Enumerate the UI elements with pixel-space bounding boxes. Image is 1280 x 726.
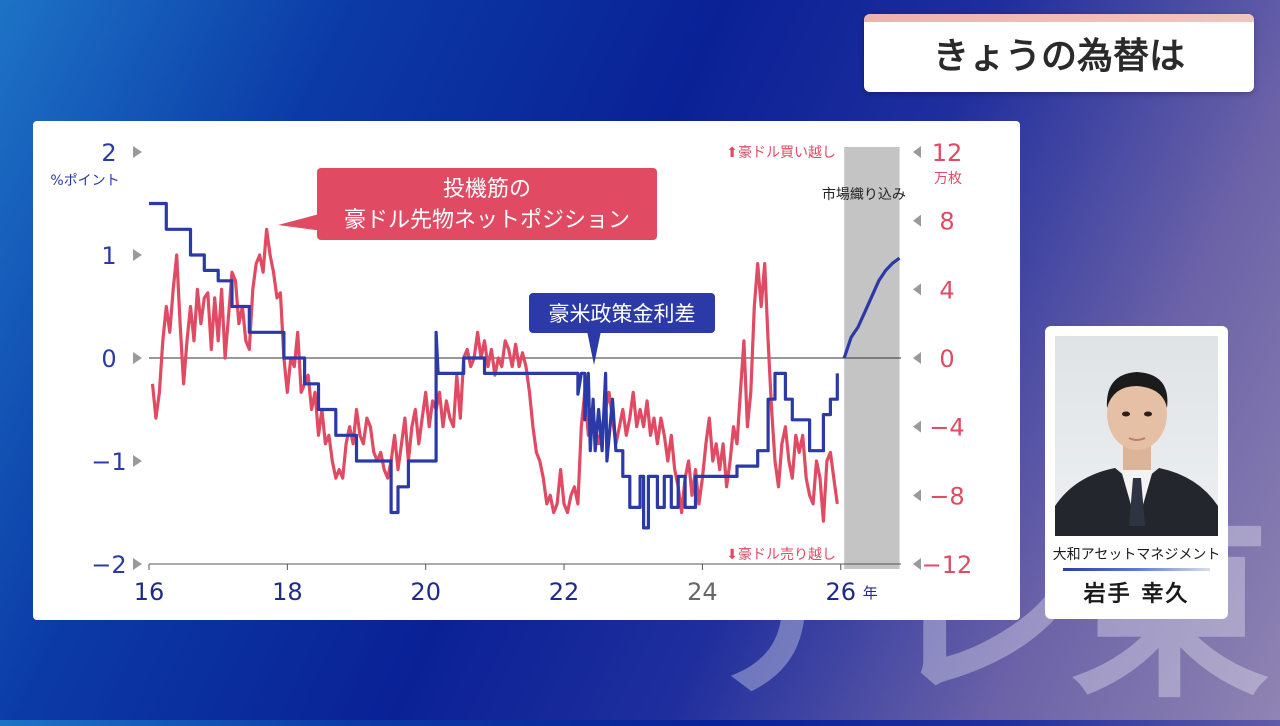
- right-tick-arrow-icon: [913, 558, 921, 570]
- right-tick-label: −4: [929, 414, 964, 442]
- program-title: きょうの為替は: [932, 36, 1185, 77]
- x-tick-label: 26: [825, 578, 856, 606]
- chart-panel: 市場織り込み ⬆豪ドル買い越し ⬇豪ドル売り越し %ポイント 万枚 2 1 0 −1 −…: [33, 121, 1020, 620]
- presenter-portrait-icon: [1055, 372, 1218, 536]
- position-annotation-box: [317, 168, 657, 240]
- net-short-note: ⬇豪ドル売り越し: [726, 547, 836, 563]
- program-title-box: きょうの為替は: [864, 14, 1254, 92]
- right-tick-label: −8: [929, 482, 964, 510]
- right-axis-unit: 万枚: [934, 171, 962, 187]
- title-accent-strip: [864, 14, 1254, 22]
- left-tick-label: 1: [101, 242, 116, 270]
- left-tick-label: −2: [91, 551, 126, 579]
- left-tick-label: 2: [101, 139, 116, 167]
- x-tick-label: 24: [687, 578, 718, 606]
- net-position-line: [150, 227, 839, 523]
- presenter-divider: [1063, 568, 1210, 571]
- presenter-organization: 大和アセットマネジメント: [1052, 547, 1221, 563]
- left-tick-arrow-icon: [133, 352, 142, 364]
- right-tick-label: 8: [939, 208, 954, 236]
- right-tick-arrow-icon: [913, 352, 921, 364]
- series-group: [149, 201, 901, 530]
- left-tick-label: −1: [91, 448, 126, 476]
- left-tick-arrow-icon: [133, 558, 142, 570]
- axes: 2 1 0 −1 −2 12 8 4 0 −4 −8 −12 16 18 20 22 24 26 年: [91, 139, 972, 606]
- position-annotation-line2: 豪ドル先物ネットポジション: [344, 208, 630, 233]
- right-tick-label: 0: [939, 345, 954, 373]
- x-tick-label: 22: [549, 578, 580, 606]
- rate-annotation-pointer: [587, 331, 601, 365]
- left-tick-arrow-icon: [133, 249, 142, 261]
- rate-annotation-box: [529, 293, 715, 333]
- market-implied-line: [842, 256, 901, 359]
- presenter-card: 大和アセットマネジメント 岩手 幸久: [1045, 326, 1228, 619]
- left-tick-arrow-icon: [133, 455, 142, 467]
- right-tick-arrow-icon: [913, 420, 921, 433]
- chart-svg: 市場織り込み ⬆豪ドル買い越し ⬇豪ドル売り越し %ポイント 万枚 2 1 0 −1 −…: [50, 139, 972, 606]
- position-annotation-line1: 投機筋の: [443, 177, 531, 202]
- right-tick-label: 4: [939, 276, 954, 304]
- x-unit-label: 年: [863, 584, 878, 602]
- net-long-note: ⬆豪ドル買い越し: [726, 145, 836, 161]
- rate-differential-line: [149, 201, 839, 530]
- right-tick-label: 12: [932, 139, 963, 167]
- right-tick-arrow-icon: [913, 489, 921, 502]
- x-tick-label: 18: [272, 578, 303, 606]
- right-tick-arrow-icon: [913, 214, 921, 227]
- presenter-name: 岩手 幸久: [1083, 582, 1190, 607]
- left-tick-label: 0: [101, 345, 116, 373]
- position-annotation-pointer: [278, 213, 323, 231]
- x-tick-label: 20: [410, 578, 441, 606]
- presenter-photo: [1055, 336, 1218, 536]
- right-tick-arrow-icon: [913, 146, 921, 158]
- rate-annotation-text: 豪米政策金利差: [549, 302, 696, 326]
- left-axis-unit: %ポイント: [50, 173, 119, 189]
- left-tick-arrow-icon: [133, 146, 142, 158]
- right-tick-arrow-icon: [913, 283, 921, 296]
- right-tick-label: −12: [922, 551, 973, 579]
- x-tick-label: 16: [134, 578, 165, 606]
- forecast-label: 市場織り込み: [822, 186, 906, 203]
